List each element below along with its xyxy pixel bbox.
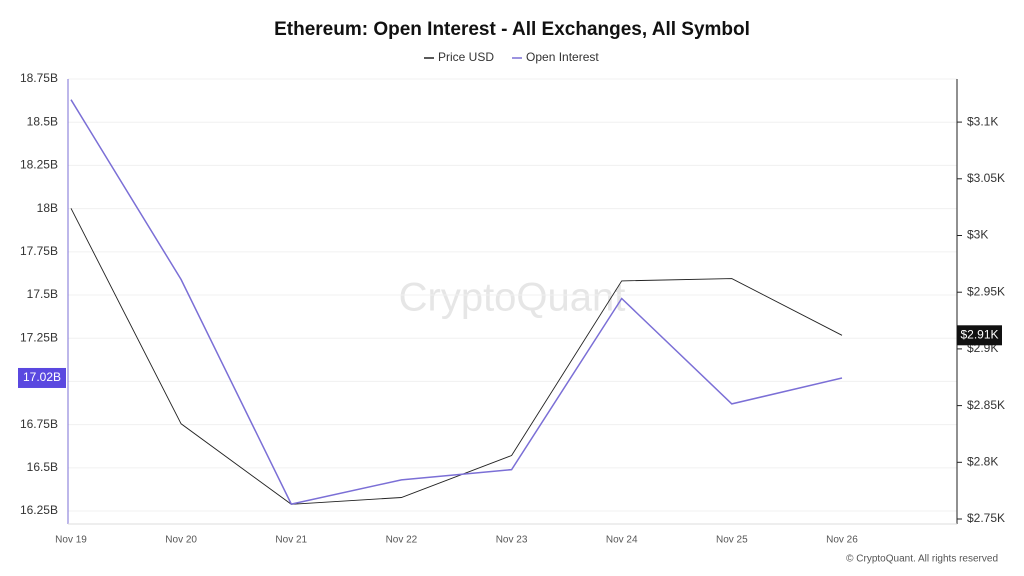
current-value-label: 17.02B [23, 370, 61, 384]
series-line [70, 99, 843, 505]
x-tick-label: Nov 22 [386, 535, 418, 546]
y-tick-label: 18.25B [20, 158, 58, 172]
y2-tick-label: $2.85K [967, 398, 1005, 412]
y-tick-label: 16.75B [20, 417, 58, 431]
y2-tick-label: $3.1K [967, 114, 998, 128]
y-tick-label: 17.25B [20, 330, 58, 344]
y2-tick-label: $2.8K [967, 454, 998, 468]
x-tick-label: Nov 24 [606, 535, 638, 546]
current-value-label: $2.91K [960, 327, 998, 341]
y2-tick-label: $2.75K [967, 511, 1005, 525]
y-tick-label: 17.5B [27, 287, 58, 301]
chart-title: Ethereum: Open Interest - All Exchanges,… [274, 19, 750, 40]
x-tick-label: Nov 25 [716, 535, 748, 546]
series-line [70, 208, 843, 505]
y-tick-label: 16.5B [27, 460, 58, 474]
x-tick-label: Nov 21 [275, 535, 307, 546]
x-tick-label: Nov 26 [826, 535, 858, 546]
y2-tick-label: $3K [967, 228, 988, 242]
x-tick-label: Nov 20 [165, 535, 197, 546]
footer: © CryptoQuant. All rights reserved [846, 554, 998, 565]
y2-tick-label: $2.95K [967, 284, 1005, 298]
y-tick-label: 17.75B [20, 244, 58, 258]
y2-tick-label: $3.05K [967, 171, 1005, 185]
y-tick-label: 18B [37, 201, 58, 215]
y-tick-label: 18.5B [27, 114, 58, 128]
y-tick-label: 16.25B [20, 503, 58, 517]
current-value-badge [957, 325, 1002, 346]
y-tick-label: 18.75B [20, 71, 58, 85]
x-tick-label: Nov 19 [55, 535, 87, 546]
legend-label: Open Interest [526, 50, 599, 64]
watermark: CryptoQuant [399, 276, 626, 320]
current-value-badge [18, 367, 66, 388]
x-tick-label: Nov 23 [496, 535, 528, 546]
legend-label: Price USD [438, 50, 494, 64]
